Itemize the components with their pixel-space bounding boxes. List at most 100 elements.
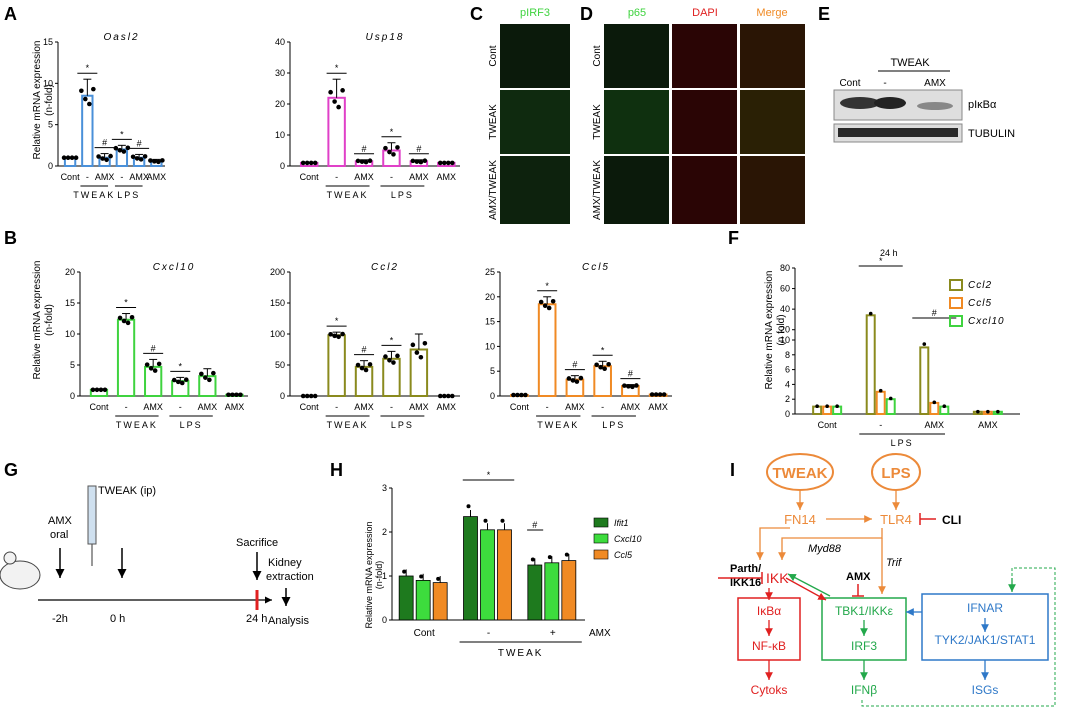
panel-letter-i: I xyxy=(730,460,735,480)
significance-mark: # xyxy=(628,369,633,379)
x-extra-label: AMX xyxy=(589,628,611,639)
x-tick-label: Cont xyxy=(818,420,838,430)
x-tick-label: AMX xyxy=(621,402,641,412)
panel-d-image xyxy=(604,90,669,154)
panel-d-image xyxy=(604,24,669,88)
panel-g-amx: AMX xyxy=(48,515,73,527)
bar xyxy=(354,365,374,397)
bar xyxy=(415,580,431,621)
data-point xyxy=(598,364,603,370)
data-point xyxy=(61,155,67,161)
panel-g-protocol: AMX oral TWEAK (ip) Sacrifice Kidney ext… xyxy=(0,485,314,627)
data-point xyxy=(511,392,516,398)
legend-label: Ccl5 xyxy=(614,550,633,560)
data-point xyxy=(942,404,947,409)
data-point xyxy=(523,392,528,398)
x-tick-label: AMX xyxy=(225,402,245,412)
significance-mark: * xyxy=(124,298,128,308)
group-label: TWEAK xyxy=(327,420,369,430)
x-tick-label: - xyxy=(879,420,882,430)
panel-c-title: pIRF3 xyxy=(520,7,550,19)
significance-mark: # xyxy=(932,308,937,318)
panel-b-ylabel: Relative mRNA expression xyxy=(32,261,43,380)
data-point xyxy=(207,377,212,383)
significance-mark: # xyxy=(416,144,421,154)
significance-mark: # xyxy=(151,343,156,353)
panel-g-sacrifice: Sacrifice xyxy=(236,537,278,549)
data-point xyxy=(815,404,819,409)
data-point xyxy=(355,362,361,368)
data-point xyxy=(835,404,839,409)
bar xyxy=(929,401,940,415)
x-tick-label: - xyxy=(335,402,338,412)
x-tick-label: + xyxy=(550,628,556,639)
panel-f-ylabel-unit: (n fold) xyxy=(776,314,787,345)
node-ifnar: IFNAR xyxy=(967,601,1003,615)
y-tick-label: 100 xyxy=(270,329,285,339)
data-point xyxy=(83,96,88,102)
panel-d-image xyxy=(740,156,805,224)
panel-c-image-amx-tweak xyxy=(500,156,570,224)
panel-g-analysis: Analysis xyxy=(268,615,309,627)
bar xyxy=(865,314,876,416)
data-point xyxy=(570,378,576,383)
x-tick-label: Cont xyxy=(61,172,81,182)
group-label: LPS xyxy=(117,190,140,200)
panel-g-kidney: Kidney xyxy=(268,557,302,569)
bar xyxy=(116,318,136,397)
panel-g-t3: 24 h xyxy=(246,613,267,625)
panel-d-row-cont: Cont xyxy=(592,45,603,66)
bar xyxy=(463,516,478,621)
panel-c-row-amx: AMX/TWEAK xyxy=(488,160,499,220)
significance-mark: # xyxy=(532,520,537,530)
legend-swatch xyxy=(593,533,609,544)
data-point xyxy=(546,305,552,311)
y-tick-label: 10 xyxy=(43,78,53,88)
x-tick-label: Cont xyxy=(414,628,435,639)
significance-mark: * xyxy=(179,361,183,371)
label-trif: Trif xyxy=(886,557,902,569)
data-point xyxy=(226,392,231,398)
data-point xyxy=(121,318,127,324)
legend-swatch xyxy=(949,315,963,327)
panel-c-image-tweak xyxy=(500,90,570,154)
bar xyxy=(497,529,512,621)
data-point xyxy=(445,393,451,399)
x-tick-label: AMX xyxy=(129,172,149,182)
panel-f-ylabel: Relative mRNA expression xyxy=(764,271,775,390)
group-label: TWEAK xyxy=(116,420,158,430)
data-point xyxy=(340,88,345,93)
panel-d-image xyxy=(604,156,669,224)
data-point xyxy=(312,160,318,166)
data-point xyxy=(160,158,165,163)
bar xyxy=(885,398,896,416)
x-tick-label: AMX xyxy=(565,402,585,412)
chart-title: Ccl2 xyxy=(371,262,399,273)
group-label: LPS xyxy=(602,420,625,430)
data-point xyxy=(336,104,341,110)
panel-d-micrographs: p65 DAPI Merge Cont TWEAK AMX/TWEAK xyxy=(592,7,805,224)
data-point xyxy=(395,145,400,150)
panel-d-image xyxy=(672,24,737,88)
significance-mark: # xyxy=(362,144,367,154)
panel-i-pathway-schematic: TWEAK LPS FN14 TLR4 CLI Myd88 Trif Parth… xyxy=(718,453,1056,707)
data-point xyxy=(868,311,873,316)
data-point xyxy=(564,552,569,557)
panel-letter-e: E xyxy=(818,4,830,24)
x-tick-label: - xyxy=(179,402,182,412)
node-ikk: IKK xyxy=(766,570,789,586)
data-point xyxy=(547,555,552,560)
panel-e-band xyxy=(840,97,880,109)
arrow xyxy=(787,573,831,597)
legend-label: Ccl2 xyxy=(968,280,992,291)
y-tick-label: 1 xyxy=(382,571,387,581)
panel-e-band-pikba: pIκBα xyxy=(968,99,997,111)
legend-swatch xyxy=(949,279,963,291)
data-point xyxy=(203,375,208,380)
x-tick-label: AMX xyxy=(143,402,163,412)
y-tick-label: 5 xyxy=(70,360,75,370)
chart-title: Usp18 xyxy=(366,32,405,43)
y-tick-label: 30 xyxy=(275,68,285,78)
mouse-icon xyxy=(0,560,41,590)
